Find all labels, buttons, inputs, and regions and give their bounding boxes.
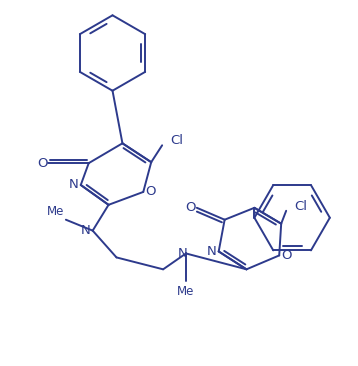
Text: O: O xyxy=(145,186,155,198)
Text: Cl: Cl xyxy=(170,134,183,147)
Text: Cl: Cl xyxy=(294,200,307,213)
Text: N: N xyxy=(178,247,188,260)
Text: O: O xyxy=(186,201,196,214)
Text: O: O xyxy=(37,157,47,170)
Text: N: N xyxy=(207,245,217,258)
Text: O: O xyxy=(281,249,291,262)
Text: Me: Me xyxy=(177,285,195,298)
Text: N: N xyxy=(69,179,79,191)
Text: N: N xyxy=(81,224,91,237)
Text: Me: Me xyxy=(47,205,64,218)
